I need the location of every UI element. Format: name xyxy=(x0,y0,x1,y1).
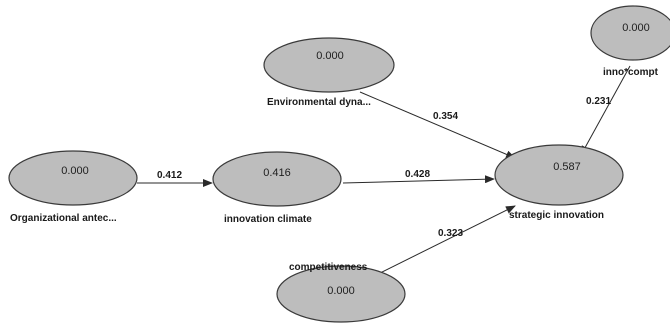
node-label: strategic innovation xyxy=(509,210,604,221)
node-ellipse xyxy=(590,5,670,61)
edge-weight-label: 0.323 xyxy=(438,228,463,239)
node-innovation-climate[interactable]: 0.416 innovation climate xyxy=(212,151,342,225)
node-strategic-innovation[interactable]: 0.587 strategic innovation xyxy=(494,144,624,221)
edge-weight-label: 0.428 xyxy=(405,169,430,180)
node-value: 0.000 xyxy=(622,22,650,34)
node-environmental-dynamism[interactable]: 0.000 Environmental dyna... xyxy=(263,37,395,108)
node-label: inno*compt xyxy=(603,67,659,78)
node-label: Environmental dyna... xyxy=(267,97,371,108)
node-label: Organizational antec... xyxy=(10,213,117,224)
node-value: 0.587 xyxy=(553,161,581,173)
node-competitiveness[interactable]: competitiveness 0.000 xyxy=(276,262,406,323)
edge-env-to-strategic: 0.354 xyxy=(359,91,516,159)
edge-comp-to-strategic: 0.323 xyxy=(377,205,516,275)
node-label: innovation climate xyxy=(224,214,312,225)
node-organizational-antecedents[interactable]: 0.000 Organizational antec... xyxy=(8,150,138,224)
node-ellipse xyxy=(276,265,406,323)
node-value: 0.416 xyxy=(263,167,291,179)
edge-weight-label: 0.354 xyxy=(433,111,458,122)
edge-line xyxy=(580,65,631,156)
node-label: competitiveness xyxy=(289,262,368,273)
node-ellipse xyxy=(494,144,624,206)
node-value: 0.000 xyxy=(61,165,89,177)
node-value: 0.000 xyxy=(327,285,355,297)
edge-line xyxy=(342,175,495,184)
edge-line xyxy=(377,205,516,275)
node-ellipse xyxy=(8,150,138,206)
edge-inno-to-strategic: 0.231 xyxy=(580,65,631,156)
node-inno-compt[interactable]: 0.000 inno*compt xyxy=(590,5,670,78)
node-ellipse xyxy=(263,37,395,93)
edge-weight-label: 0.231 xyxy=(586,96,611,107)
node-ellipse xyxy=(212,151,342,207)
edge-climate-to-strategic: 0.428 xyxy=(342,169,495,184)
edge-weight-label: 0.412 xyxy=(157,170,182,181)
edge-org-to-climate: 0.412 xyxy=(137,170,213,187)
node-value: 0.000 xyxy=(316,50,344,62)
edge-line xyxy=(359,91,516,159)
